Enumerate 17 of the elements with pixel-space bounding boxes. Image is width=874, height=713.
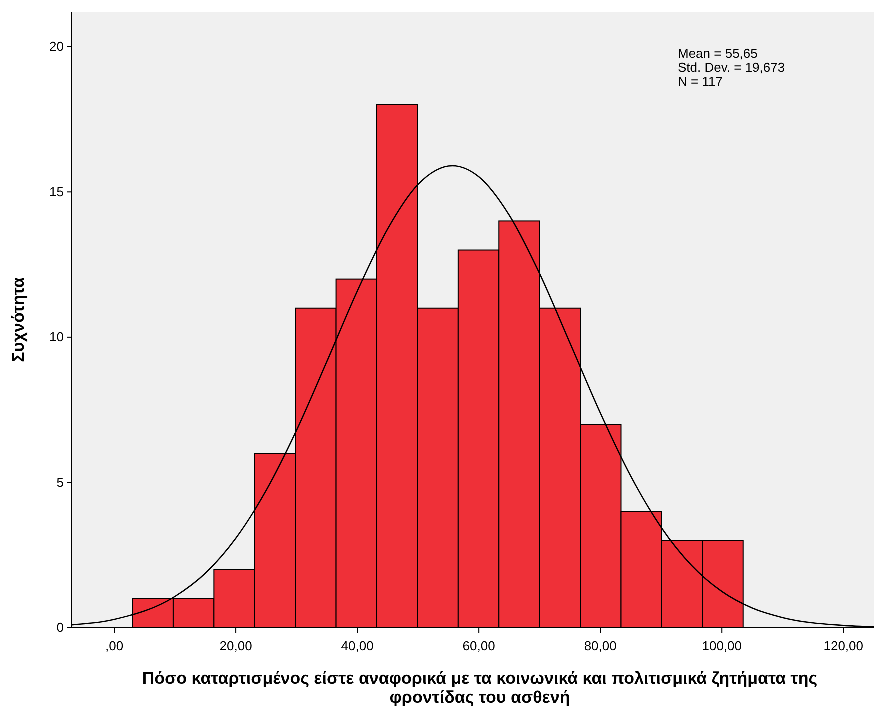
y-tick-label: 10 [50, 330, 64, 345]
x-tick-label: 100,00 [702, 638, 742, 654]
y-tick-label: 5 [56, 474, 64, 490]
x-tick-label: 20,00 [220, 638, 252, 654]
annotation: Mean = 55,65 [678, 46, 758, 61]
x-tick-label: 80,00 [584, 638, 617, 654]
x-tick-label: 40,00 [341, 638, 374, 654]
x-axis-title: Πόσο καταρτισμένος είστε αναφορικά με τα κοινωνικά και πολιτισμικά ζητήματα της φροντίδας του ασθενή [142, 669, 818, 707]
y-tick-label: 15 [50, 184, 64, 200]
x-tick-label: 120,00 [824, 638, 864, 654]
annotation: N = 117 [678, 74, 723, 89]
x-tick-label: ,00 [105, 638, 124, 654]
y-tick-label: 0 [56, 620, 64, 636]
y-tick-label: 20 [50, 39, 64, 54]
y-axis-title: Συχνότητα [9, 277, 28, 362]
x-tick-label: 60,00 [462, 638, 496, 654]
annotation: Std. Dev. = 19,673 [678, 60, 786, 75]
